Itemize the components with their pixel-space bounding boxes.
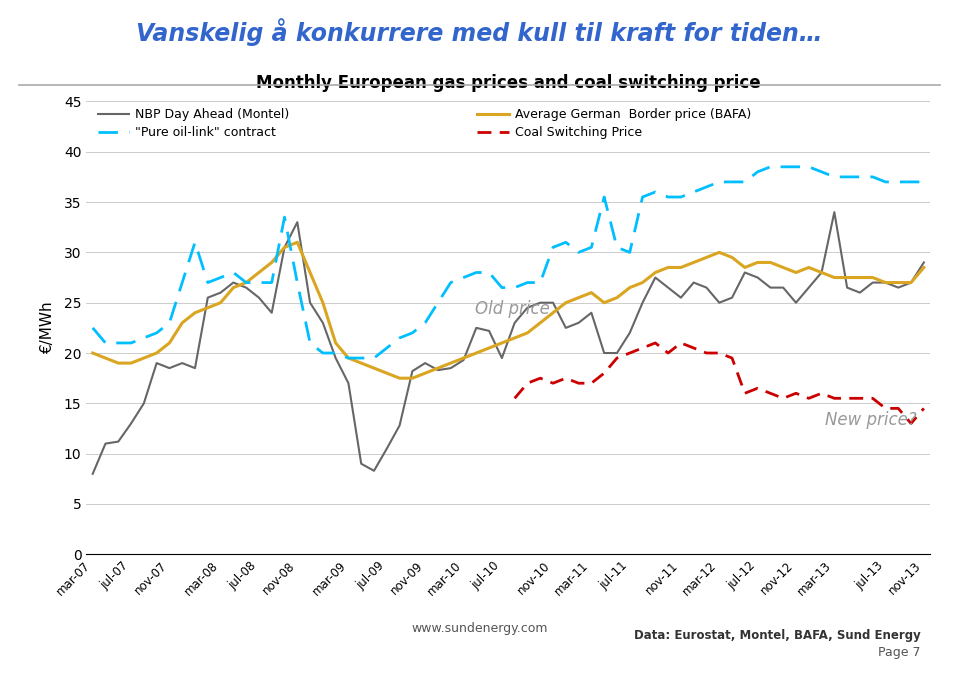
Text: New price?: New price? (825, 411, 917, 429)
Text: Page 7: Page 7 (878, 646, 921, 658)
Title: Monthly European gas prices and coal switching price: Monthly European gas prices and coal swi… (256, 74, 760, 91)
Text: SUND: SUND (36, 639, 89, 658)
Text: Vanskelig å konkurrere med kull til kraft for tiden…: Vanskelig å konkurrere med kull til kraf… (136, 18, 823, 47)
Text: energy: energy (91, 641, 145, 656)
Legend: Average German  Border price (BAFA), Coal Switching Price: Average German Border price (BAFA), Coal… (473, 103, 756, 144)
Text: www.sundenergy.com: www.sundenergy.com (411, 622, 548, 635)
Text: Old price: Old price (475, 300, 550, 318)
Y-axis label: €/MWh: €/MWh (40, 301, 56, 354)
Text: Data: Eurostat, Montel, BAFA, Sund Energy: Data: Eurostat, Montel, BAFA, Sund Energ… (634, 629, 921, 642)
